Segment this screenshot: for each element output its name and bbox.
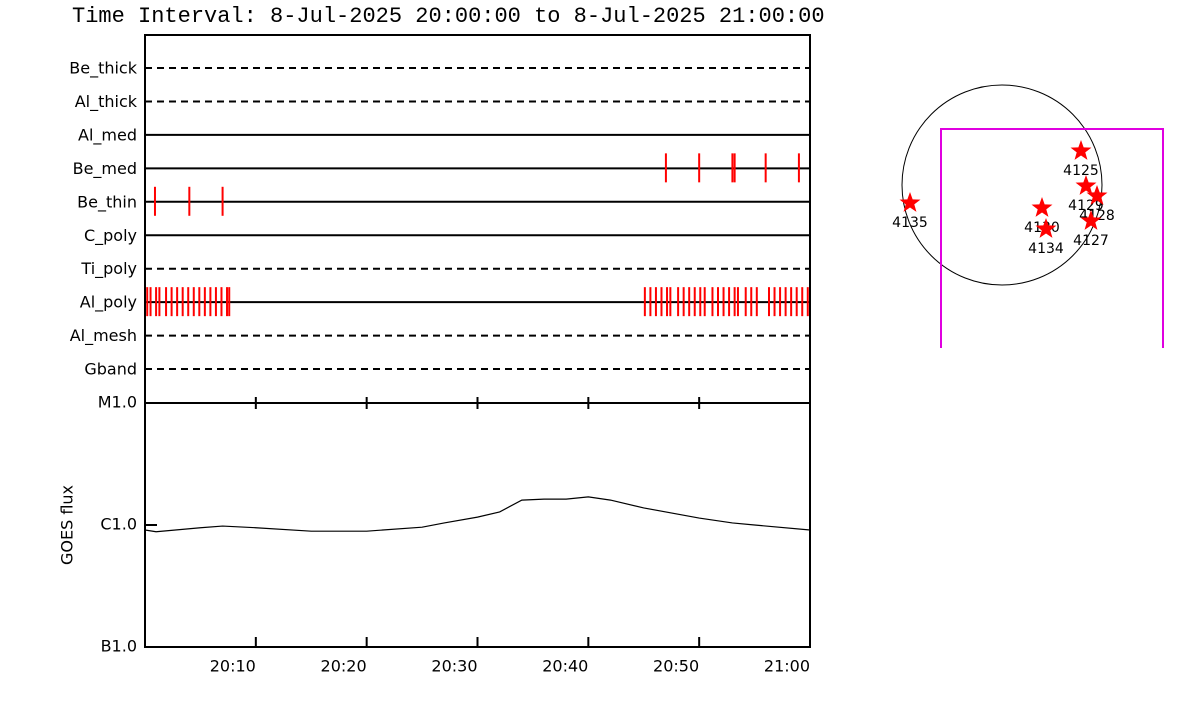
goes-curve [144, 496, 811, 533]
x-tick-label: 20:30 [431, 657, 477, 676]
plot-frame [144, 34, 811, 648]
ar-star [1031, 197, 1053, 217]
x-tick-label: 20:20 [321, 657, 367, 676]
chart-title: Time Interval: 8-Jul-2025 20:00:00 to 8-… [72, 4, 825, 29]
star-label: 4135 [892, 215, 928, 231]
ar-star [1070, 140, 1092, 160]
row-label: Al_med [78, 125, 137, 145]
x-tick-label: 20:40 [542, 657, 588, 676]
y-tick-label: B1.0 [101, 637, 137, 656]
x-tick-label: 20:50 [653, 657, 699, 676]
y-tick-label: M1.0 [98, 393, 137, 412]
ar-star [1086, 185, 1108, 205]
row-label: Al_thick [75, 92, 138, 112]
star-label: 4129 [1068, 198, 1104, 214]
x-tick-label: 20:10 [210, 657, 256, 676]
star-label: 4134 [1028, 241, 1064, 257]
ar-star [899, 192, 921, 212]
y-tick-label: C1.0 [100, 515, 137, 534]
row-label: Be_med [73, 159, 137, 179]
row-label: Ti_poly [80, 259, 137, 279]
star-label: 4125 [1063, 163, 1099, 179]
star-label: 4128 [1079, 208, 1115, 224]
row-label: Be_thin [77, 192, 137, 212]
ar-star [1035, 218, 1057, 238]
row-label: Al_poly [80, 293, 137, 313]
fov-box [940, 128, 1164, 348]
row-label: Gband [84, 360, 137, 379]
ar-star [1080, 210, 1102, 230]
y-axis-label: GOES flux [58, 485, 77, 565]
star-label: 4127 [1073, 233, 1109, 249]
ar-star [1075, 175, 1097, 195]
x-tick-label: 21:00 [764, 657, 810, 676]
row-label: Be_thick [69, 59, 137, 79]
row-label: Al_mesh [70, 326, 137, 346]
row-label: C_poly [84, 226, 137, 246]
solar-disk [901, 84, 1103, 286]
